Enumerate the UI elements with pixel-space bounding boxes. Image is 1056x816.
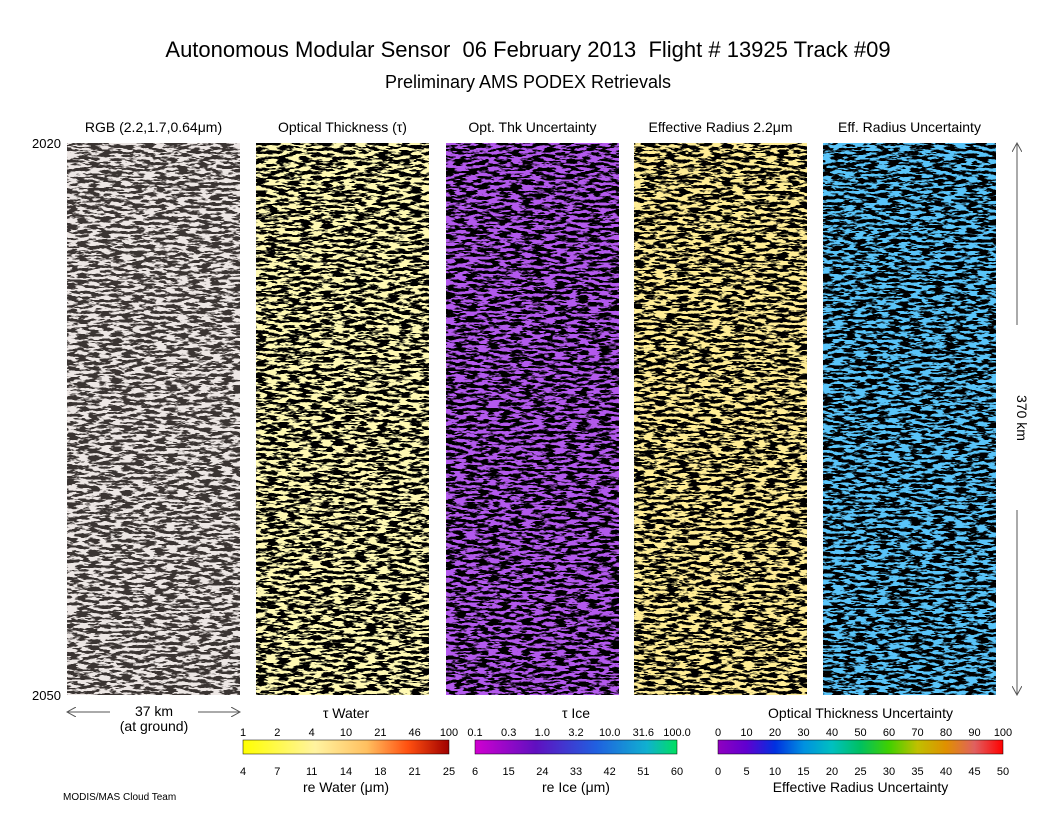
colorbar-tick-label: 5 — [743, 766, 749, 778]
colorbar-tick-label: 31.6 — [633, 727, 654, 739]
colorbar-tick-label: 10 — [340, 727, 352, 739]
subtitle: Preliminary AMS PODEX Retrievals — [385, 72, 671, 92]
panel-label: Effective Radius 2.2μm — [649, 119, 793, 135]
bottom-label: 2050 — [32, 688, 61, 703]
colorbar-tick-label: 7 — [274, 766, 280, 778]
height-label: 370 km — [1014, 395, 1030, 441]
width-note: (at ground) — [120, 718, 188, 734]
panel-label: RGB (2.2,1.7,0.64μm) — [85, 119, 222, 135]
colorbar-tick-label: 70 — [911, 727, 923, 739]
panel-label: Eff. Radius Uncertainty — [838, 119, 981, 135]
colorbar — [717, 739, 1004, 755]
colorbar-tick-label: 45 — [968, 766, 980, 778]
colorbar-tick-label: 3.2 — [568, 727, 583, 739]
colorbar-tick-label: 20 — [826, 766, 838, 778]
colorbar-tick-label: 51 — [637, 766, 649, 778]
colorbar-tick-label: 33 — [570, 766, 582, 778]
colorbar-tick-label: 2 — [274, 727, 280, 739]
colorbar — [242, 739, 450, 755]
colorbar-tick-label: 10 — [740, 727, 752, 739]
colorbar-tick-label: 100.0 — [663, 727, 691, 739]
image-texture — [256, 143, 429, 695]
colorbar-tick-label: 10 — [769, 766, 781, 778]
title: Autonomous Modular Sensor 06 February 20… — [165, 37, 890, 62]
colorbar-tick-label: 100 — [440, 727, 458, 739]
colorbar-tick-label: 46 — [409, 727, 421, 739]
colorbar-tick-label: 30 — [797, 727, 809, 739]
top-label: 2020 — [32, 136, 61, 151]
colorbar-tick-label: 4 — [240, 766, 246, 778]
image-texture — [823, 143, 996, 695]
colorbar-tick-label: 25 — [854, 766, 866, 778]
colorbar-tick-label: 15 — [503, 766, 515, 778]
colorbar-tick-label: 25 — [443, 766, 455, 778]
colorbar-tick-label: 30 — [883, 766, 895, 778]
colorbar-tick-label: 21 — [409, 766, 421, 778]
colorbar-title: Optical Thickness Uncertainty — [768, 705, 953, 721]
image-texture — [446, 143, 619, 695]
colorbar-tick-label: 35 — [911, 766, 923, 778]
colorbar-tick-label: 40 — [826, 727, 838, 739]
colorbar-tick-label: 0 — [715, 766, 721, 778]
colorbar-bottom-title: re Water (μm) — [303, 779, 389, 795]
colorbar-tick-label: 0.3 — [501, 727, 516, 739]
colorbar-tick-label: 6 — [472, 766, 478, 778]
colorbar-tick-label: 1 — [240, 727, 246, 739]
colorbar-tick-label: 50 — [997, 766, 1009, 778]
image-texture — [67, 143, 240, 695]
colorbar-tick-label: 10.0 — [599, 727, 620, 739]
colorbar-tick-label: 21 — [374, 727, 386, 739]
colorbar-tick-label: 50 — [854, 727, 866, 739]
colorbar-tick-label: 1.0 — [535, 727, 550, 739]
panel-label: Opt. Thk Uncertainty — [468, 119, 596, 135]
colorbar-tick-label: 80 — [940, 727, 952, 739]
colorbar-tick-label: 90 — [968, 727, 980, 739]
colorbar-title: τ Water — [323, 705, 370, 721]
colorbar-tick-label: 14 — [340, 766, 352, 778]
colorbar-tick-label: 42 — [604, 766, 616, 778]
colorbar-tick-label: 0.1 — [467, 727, 482, 739]
colorbar-tick-label: 4 — [309, 727, 315, 739]
colorbar-tick-label: 0 — [715, 727, 721, 739]
colorbar-tick-label: 40 — [940, 766, 952, 778]
colorbar-tick-label: 24 — [536, 766, 548, 778]
colorbar-tick-label: 20 — [769, 727, 781, 739]
colorbar-tick-label: 60 — [671, 766, 683, 778]
footer: MODIS/MAS Cloud Team — [63, 792, 176, 803]
colorbar-tick-label: 18 — [374, 766, 386, 778]
colorbar-tick-label: 100 — [994, 727, 1012, 739]
colorbar-tick-label: 11 — [306, 766, 317, 778]
width-label: 37 km — [135, 703, 173, 719]
colorbar-bottom-title: re Ice (μm) — [542, 779, 610, 795]
image-texture — [634, 143, 807, 695]
colorbar-tick-label: 15 — [797, 766, 809, 778]
colorbar-title: τ Ice — [562, 705, 590, 721]
panel-label: Optical Thickness (τ) — [278, 119, 407, 135]
colorbar — [474, 739, 678, 755]
colorbar-tick-label: 60 — [883, 727, 895, 739]
colorbar-bottom-title: Effective Radius Uncertainty — [773, 779, 949, 795]
